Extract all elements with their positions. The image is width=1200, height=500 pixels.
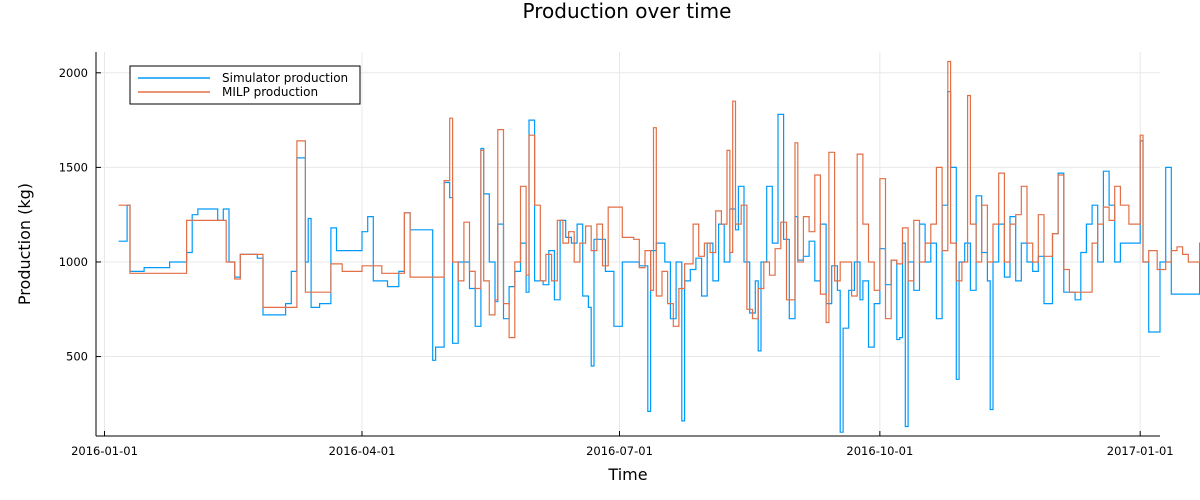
- series-milp-line: [118, 60, 1200, 339]
- legend: Simulator production MILP production: [129, 65, 361, 105]
- y-axis-label: Production (kg): [15, 183, 34, 305]
- legend-box: [129, 65, 361, 105]
- y-tick-label: 1000: [59, 255, 88, 269]
- x-axis-label: Time: [607, 465, 647, 484]
- axes: [95, 52, 1160, 437]
- series-layer: [118, 60, 1200, 433]
- x-tick-label: 2016-04-01: [329, 444, 396, 458]
- grid-lines: [96, 52, 1160, 436]
- legend-label-simulator: Simulator production: [222, 71, 348, 85]
- x-tick-label: 2016-01-01: [71, 444, 138, 458]
- tick-labels: 2016-01-01 2016-04-01 2016-07-01 2016-10-01…: [59, 66, 1174, 458]
- y-tick-label: 500: [66, 350, 88, 364]
- y-tick-label: 2000: [59, 66, 88, 80]
- x-tick-label: 2016-07-01: [586, 444, 653, 458]
- y-tick-label: 1500: [59, 160, 88, 174]
- x-tick-label: 2016-10-01: [846, 444, 913, 458]
- chart-title: Production over time: [523, 0, 732, 23]
- legend-label-milp: MILP production: [222, 85, 318, 99]
- x-tick-label: 2017-01-01: [1107, 444, 1174, 458]
